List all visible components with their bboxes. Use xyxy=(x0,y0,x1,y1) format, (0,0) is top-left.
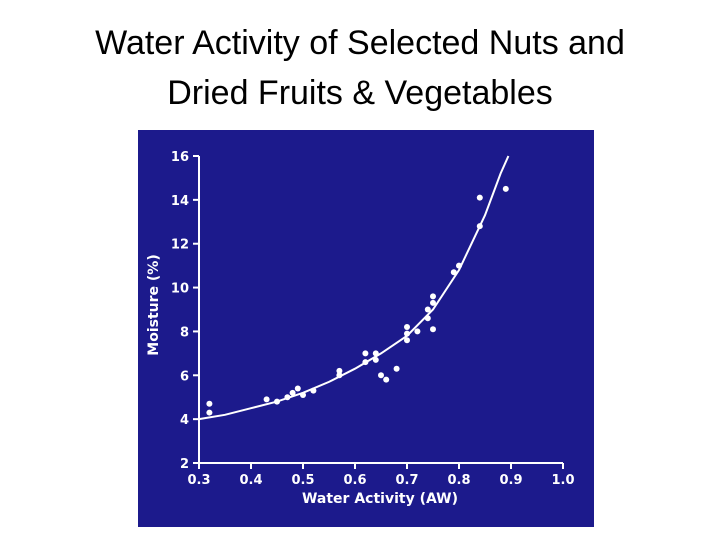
data-point xyxy=(294,385,301,392)
x-tick-label: 0.7 xyxy=(395,473,418,488)
data-point xyxy=(336,367,343,374)
x-tick-label: 0.6 xyxy=(343,473,366,488)
data-point xyxy=(404,324,410,331)
title-line: Water Activity of Selected Nuts and xyxy=(95,24,625,62)
data-point xyxy=(450,269,457,276)
data-point xyxy=(289,389,296,396)
data-point xyxy=(393,365,400,372)
y-tick-label: 6 xyxy=(180,369,189,384)
data-point xyxy=(383,376,390,383)
data-point xyxy=(336,372,343,379)
x-tick-label: 0.5 xyxy=(291,473,314,488)
y-axis-label: Moisture (%) xyxy=(146,254,162,355)
y-tick-label: 14 xyxy=(171,194,189,209)
data-point xyxy=(404,337,410,344)
data-point xyxy=(456,262,462,269)
x-axis-label: Water Activity (AW) xyxy=(302,491,458,507)
data-point xyxy=(206,400,213,407)
data-point xyxy=(263,396,270,403)
data-point xyxy=(362,350,369,357)
data-point xyxy=(404,330,410,337)
x-tick-label: 0.4 xyxy=(239,473,262,488)
x-tick-label: 1.0 xyxy=(551,473,574,488)
data-point xyxy=(310,387,317,394)
data-point xyxy=(274,398,280,405)
title-line: Dried Fruits & Vegetables xyxy=(167,74,553,112)
data-point xyxy=(300,392,306,399)
data-point xyxy=(476,194,483,201)
data-point xyxy=(378,372,384,379)
data-point xyxy=(430,326,436,333)
y-tick-label: 10 xyxy=(171,282,189,297)
data-point xyxy=(430,293,436,300)
x-tick-label: 0.8 xyxy=(447,473,470,488)
x-tick-label: 0.9 xyxy=(499,473,522,488)
y-tick-label: 12 xyxy=(171,238,189,253)
y-tick-label: 4 xyxy=(180,413,189,428)
y-tick-label: 2 xyxy=(180,457,189,472)
data-point xyxy=(362,359,369,366)
data-point xyxy=(476,223,483,230)
data-point xyxy=(372,350,379,357)
data-point xyxy=(424,315,431,322)
data-point xyxy=(206,409,213,416)
chart-background xyxy=(138,130,594,527)
data-point xyxy=(284,394,291,401)
data-point xyxy=(502,185,509,192)
data-point xyxy=(372,356,379,363)
data-point xyxy=(430,299,436,306)
y-tick-label: 16 xyxy=(171,150,189,165)
data-point xyxy=(424,306,431,313)
y-tick-label: 8 xyxy=(180,325,189,340)
data-point xyxy=(414,328,421,335)
x-tick-label: 0.3 xyxy=(187,473,210,488)
